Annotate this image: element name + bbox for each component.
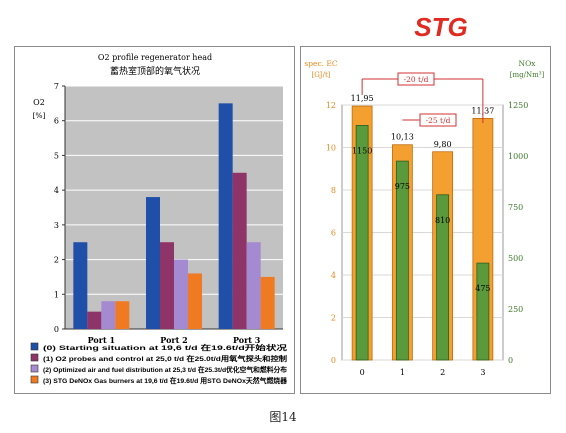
ec-value-label: 10,13 xyxy=(391,133,414,142)
o2-profile-panel: O2 profile regenerator head 蓄热室顶部的氧气状况 0 1 2… xyxy=(14,46,295,394)
y-right-tick-label: 1000 xyxy=(508,152,528,161)
y-right-tick-label: 1250 xyxy=(508,101,528,110)
y-right-tick-label: 500 xyxy=(508,254,523,263)
x-tick-label: 1 xyxy=(400,368,405,377)
bar-s3-port3 xyxy=(260,276,275,329)
y-tick-label: 0 xyxy=(54,325,59,334)
o2-profile-chart: O2 profile regenerator head 蓄热室顶部的氧气状况 0 1 2… xyxy=(30,53,287,385)
ec-value-label: 9,80 xyxy=(434,140,452,149)
y-left-tick-label: 2 xyxy=(331,314,336,323)
y-left-tick-label: 6 xyxy=(331,229,336,238)
legend-label: (1) O2 probes and control at 25,0 t/d 在2… xyxy=(43,354,287,363)
x-tick-label: 3 xyxy=(480,368,485,377)
nox-value-label: 475 xyxy=(475,284,490,293)
y-tick-label: 7 xyxy=(54,82,59,91)
x-tick-label: Port 2 xyxy=(160,335,187,345)
nox-bar xyxy=(355,125,369,361)
nox-value-label: 810 xyxy=(435,216,450,225)
x-tick-label: Port 1 xyxy=(88,335,115,345)
ec-value-label: 11,95 xyxy=(351,94,374,103)
energy-nox-panel: 0 2 4 6 8 10 12 0 250 500 750 1000 1250 spec. EC [GJ/t… xyxy=(300,46,551,394)
y-tick-label: 3 xyxy=(54,221,59,230)
stg-logo: STG xyxy=(414,12,467,40)
legend-swatch xyxy=(30,353,39,362)
bar-s0-port2 xyxy=(146,197,160,329)
y-left-label: spec. EC xyxy=(304,59,338,68)
annotation-text: -25 t/d xyxy=(426,116,451,125)
y-right-tick-label: 750 xyxy=(508,203,523,212)
x-tick-label: Port 3 xyxy=(233,335,261,345)
bar-s3-port2 xyxy=(188,273,202,329)
y-tick-label: 5 xyxy=(54,151,59,160)
bar-s1-port3 xyxy=(232,172,247,329)
y-left-unit: [GJ/t] xyxy=(311,71,330,79)
y-axis-unit: [%] xyxy=(33,111,46,120)
y-tick-label: 4 xyxy=(54,186,59,195)
figure-caption: 图14 xyxy=(269,410,297,424)
y-tick-label: 1 xyxy=(54,290,59,299)
y-right-label: NOx xyxy=(519,59,537,68)
y-tick-label: 2 xyxy=(54,256,59,265)
legend-label: (3) STG DeNOx Gas burners at 19,6 t/d 在1… xyxy=(43,376,287,385)
y-left-tick-label: 8 xyxy=(331,186,336,195)
nox-bar xyxy=(476,262,490,361)
y-left-tick-label: 10 xyxy=(326,144,336,153)
nox-bar xyxy=(436,194,450,361)
y-tick-label: 6 xyxy=(54,117,59,126)
legend-swatch xyxy=(30,342,39,351)
legend-swatch xyxy=(30,375,39,384)
y-left-tick-label: 0 xyxy=(331,356,336,365)
nox-value-label: 1150 xyxy=(352,146,372,155)
y-left-tick-label: 12 xyxy=(326,101,336,110)
legend-swatch xyxy=(30,364,39,373)
bar-s1-port1 xyxy=(87,311,102,329)
bar-s3-port1 xyxy=(115,301,130,329)
legend-label: (0) Starting situation at 19,6 t/d 在19.6… xyxy=(43,343,287,352)
bar-s0-port3 xyxy=(218,103,233,329)
bar-s1-port2 xyxy=(160,242,174,329)
y-right-unit: [mg/Nm³] xyxy=(510,71,545,79)
bar-s2-port1 xyxy=(101,301,116,329)
y-left-tick-label: 4 xyxy=(331,271,336,280)
annotation-box xyxy=(419,113,457,127)
chart-title: O2 profile regenerator head xyxy=(98,53,212,62)
x-tick-label: 0 xyxy=(360,368,365,377)
bar-s2-port2 xyxy=(174,259,188,329)
bar-s0-port1 xyxy=(73,242,88,329)
annotation-box xyxy=(397,72,435,86)
logo-text: STG xyxy=(414,12,467,40)
nox-value-label: 975 xyxy=(395,182,410,191)
y-right-tick-label: 250 xyxy=(508,305,523,314)
y-axis-label: O2 xyxy=(33,98,45,107)
y-right-tick-label: 0 xyxy=(508,356,513,365)
bar-s2-port3 xyxy=(246,242,261,329)
chart-subtitle: 蓄热室顶部的氧气状况 xyxy=(110,65,200,77)
annotation-text: -20 t/d xyxy=(404,75,429,84)
x-tick-label: 2 xyxy=(440,368,445,377)
nox-bar xyxy=(395,160,409,361)
legend-label: (2) Optimized air and fuel distribution … xyxy=(43,365,287,374)
